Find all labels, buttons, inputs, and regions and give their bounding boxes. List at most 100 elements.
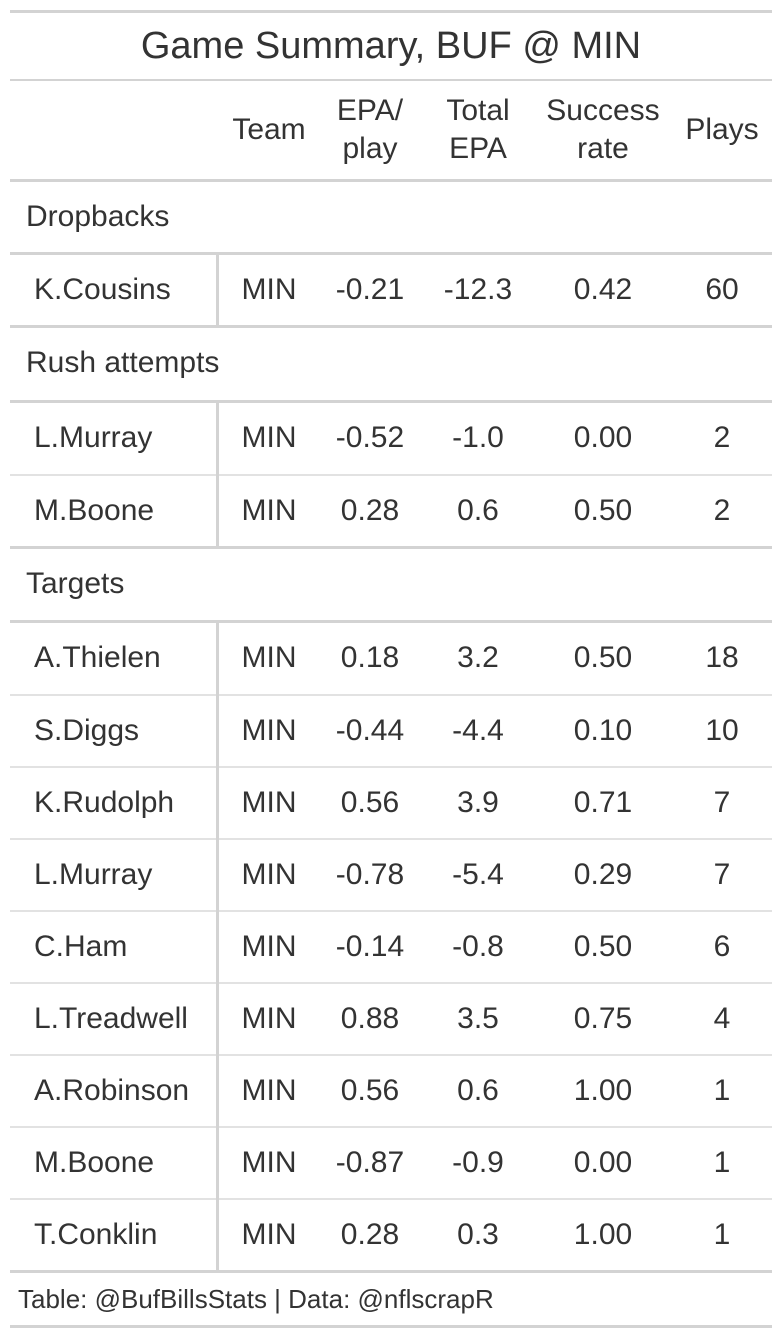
column-header-total-epa: Total EPA bbox=[430, 81, 526, 179]
team-cell: MIN bbox=[241, 641, 297, 674]
player-name: T.Conklin bbox=[34, 1218, 158, 1251]
player-name: A.Thielen bbox=[34, 641, 161, 674]
column-header-epa-play: EPA/ play bbox=[322, 81, 418, 179]
table-bottom-border bbox=[10, 1270, 772, 1273]
player-name: M.Boone bbox=[34, 494, 155, 527]
table-row: A.Thielen MIN 0.18 3.2 0.50 18 bbox=[10, 623, 772, 693]
row-divider bbox=[10, 1126, 772, 1128]
table-row: S.Diggs MIN -0.44 -4.4 0.10 10 bbox=[10, 696, 772, 766]
row-divider bbox=[10, 1054, 772, 1056]
table-row: C.Ham MIN -0.14 -0.8 0.50 6 bbox=[10, 912, 772, 982]
team-cell: MIN bbox=[241, 1146, 297, 1179]
total-epa-cell: -12.3 bbox=[443, 273, 513, 306]
top-border bbox=[10, 10, 772, 13]
table-row: L.Murray MIN -0.52 -1.0 0.00 2 bbox=[10, 403, 772, 473]
title-divider bbox=[10, 79, 772, 81]
row-divider bbox=[10, 474, 772, 476]
total-epa-cell: -4.4 bbox=[452, 714, 504, 747]
total-epa-cell: 0.6 bbox=[457, 1074, 499, 1107]
row-divider bbox=[10, 1198, 772, 1200]
epa-play-cell: 0.18 bbox=[340, 641, 400, 674]
column-header-team-label: Team bbox=[232, 113, 306, 146]
team-cell: MIN bbox=[241, 1002, 297, 1035]
row-divider bbox=[10, 766, 772, 768]
team-cell: MIN bbox=[241, 786, 297, 819]
stub-divider bbox=[216, 623, 219, 1270]
player-name: K.Rudolph bbox=[34, 786, 175, 819]
group-divider bbox=[10, 546, 772, 549]
column-header-row: Team EPA/ play Total EPA Success rate Pl… bbox=[10, 81, 772, 179]
row-divider bbox=[10, 910, 772, 912]
team-cell: MIN bbox=[241, 858, 297, 891]
group-divider bbox=[10, 400, 772, 403]
group-label-dropbacks: Dropbacks bbox=[26, 200, 170, 233]
total-epa-cell: 3.2 bbox=[457, 641, 499, 674]
column-header-total-epa-line1: Total bbox=[446, 94, 510, 127]
plays-cell: 1 bbox=[713, 1218, 731, 1251]
total-epa-cell: 0.3 bbox=[457, 1218, 499, 1251]
player-name: S.Diggs bbox=[34, 714, 140, 747]
stub-divider bbox=[216, 403, 219, 546]
plays-cell: 4 bbox=[713, 1002, 731, 1035]
epa-play-cell: 0.88 bbox=[340, 1002, 400, 1035]
success-rate-cell: 0.50 bbox=[573, 930, 633, 963]
column-header-success-rate-line2: rate bbox=[577, 132, 629, 165]
table-row: M.Boone MIN 0.28 0.6 0.50 2 bbox=[10, 476, 772, 546]
source-note: Table: @BufBillsStats | Data: @nflscrapR bbox=[18, 1283, 494, 1314]
epa-play-cell: 0.28 bbox=[340, 1218, 400, 1251]
group-divider bbox=[10, 252, 772, 255]
success-rate-cell: 0.00 bbox=[573, 1146, 633, 1179]
total-epa-cell: -0.9 bbox=[452, 1146, 504, 1179]
success-rate-cell: 0.75 bbox=[573, 1002, 633, 1035]
row-divider bbox=[10, 982, 772, 984]
player-name: L.Murray bbox=[34, 421, 153, 454]
total-epa-cell: -5.4 bbox=[452, 858, 504, 891]
epa-play-cell: 0.56 bbox=[340, 1074, 400, 1107]
team-cell: MIN bbox=[241, 714, 297, 747]
column-header-success-rate-line1: Success bbox=[546, 94, 660, 127]
table-row: L.Murray MIN -0.78 -5.4 0.29 7 bbox=[10, 840, 772, 910]
success-rate-cell: 0.50 bbox=[573, 494, 633, 527]
epa-play-cell: -0.21 bbox=[335, 273, 405, 306]
column-header-total-epa-line2: EPA bbox=[449, 132, 507, 165]
column-header-epa-play-line1: EPA/ bbox=[336, 94, 404, 127]
plays-cell: 6 bbox=[713, 930, 731, 963]
team-cell: MIN bbox=[241, 1218, 297, 1251]
group-divider bbox=[10, 620, 772, 623]
success-rate-cell: 0.71 bbox=[573, 786, 633, 819]
total-epa-cell: -1.0 bbox=[452, 421, 504, 454]
plays-cell: 2 bbox=[713, 421, 731, 454]
team-cell: MIN bbox=[241, 421, 297, 454]
footer-bottom-border bbox=[10, 1325, 772, 1328]
epa-play-cell: -0.52 bbox=[335, 421, 405, 454]
plays-cell: 10 bbox=[705, 714, 739, 747]
epa-play-cell: -0.44 bbox=[335, 714, 405, 747]
success-rate-cell: 0.42 bbox=[573, 273, 633, 306]
team-cell: MIN bbox=[241, 494, 297, 527]
group-label-targets: Targets bbox=[26, 567, 125, 600]
plays-cell: 60 bbox=[705, 273, 739, 306]
row-divider bbox=[10, 694, 772, 696]
total-epa-cell: 3.5 bbox=[457, 1002, 499, 1035]
plays-cell: 2 bbox=[713, 494, 731, 527]
total-epa-cell: 3.9 bbox=[457, 786, 499, 819]
row-divider bbox=[10, 838, 772, 840]
table-row: K.Rudolph MIN 0.56 3.9 0.71 7 bbox=[10, 768, 772, 838]
plays-cell: 7 bbox=[713, 786, 731, 819]
player-name: L.Treadwell bbox=[34, 1002, 188, 1035]
epa-play-cell: -0.78 bbox=[335, 858, 405, 891]
column-header-team: Team bbox=[216, 81, 322, 179]
team-cell: MIN bbox=[241, 273, 297, 306]
plays-cell: 18 bbox=[705, 641, 739, 674]
epa-play-cell: 0.56 bbox=[340, 786, 400, 819]
column-header-epa-play-line2: play bbox=[342, 132, 398, 165]
success-rate-cell: 0.50 bbox=[573, 641, 633, 674]
success-rate-cell: 1.00 bbox=[573, 1218, 633, 1251]
epa-play-cell: -0.87 bbox=[335, 1146, 405, 1179]
column-header-success-rate: Success rate bbox=[536, 81, 670, 179]
group-divider bbox=[10, 325, 772, 328]
total-epa-cell: -0.8 bbox=[452, 930, 504, 963]
player-name: M.Boone bbox=[34, 1146, 155, 1179]
success-rate-cell: 0.29 bbox=[573, 858, 633, 891]
